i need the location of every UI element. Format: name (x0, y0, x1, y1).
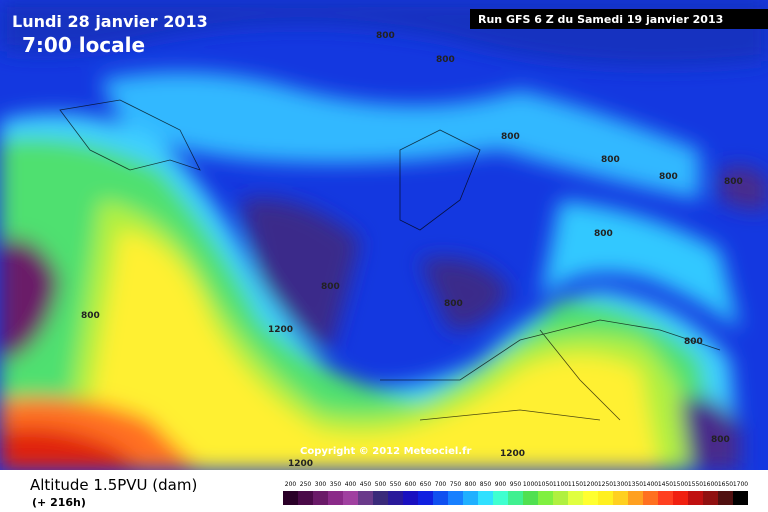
colorbar-swatch (388, 491, 403, 505)
colorbar-swatch (718, 491, 733, 505)
colorbar-label: 400 (345, 481, 357, 488)
contour-label: 800 (436, 55, 455, 65)
colorbar-swatch (433, 491, 448, 505)
colorbar-label: 1200 (583, 481, 598, 488)
contour-label: 1200 (500, 449, 525, 459)
run-info: Run GFS 6 Z du Samedi 19 janvier 2013 (478, 13, 723, 26)
colorbar-swatch (613, 491, 628, 505)
colorbar-label: 450 (360, 481, 372, 488)
run-box (470, 9, 768, 29)
colorbar-swatch (658, 491, 673, 505)
colorbar-label: 350 (330, 481, 342, 488)
contour-label: 800 (594, 229, 613, 239)
colorbar-label: 700 (435, 481, 447, 488)
footer-lead: (+ 216h) (32, 496, 86, 509)
colorbar-label: 1550 (688, 481, 703, 488)
colorbar-swatch (298, 491, 313, 505)
contour-label: 800 (711, 435, 730, 445)
contour-label: 800 (501, 132, 520, 142)
contour-label: 800 (601, 155, 620, 165)
colorbar-swatch (628, 491, 643, 505)
colorbar-label: 1350 (628, 481, 643, 488)
colorbar-swatch (568, 491, 583, 505)
date: Lundi 28 janvier 2013 (12, 12, 208, 31)
colorbar-label: 200 (285, 481, 297, 488)
colorbar-swatch (673, 491, 688, 505)
colorbar-swatch (523, 491, 538, 505)
colorbar-label: 1600 (703, 481, 718, 488)
colorbar-swatch (643, 491, 658, 505)
colorbar-swatch (733, 491, 748, 505)
colorbar-label: 800 (465, 481, 477, 488)
colorbar-swatch (583, 491, 598, 505)
colorbar-swatch (403, 491, 418, 505)
colorbar-label: 250 (300, 481, 312, 488)
colorbar-label: 1700 (733, 481, 748, 488)
contour-label: 800 (684, 337, 703, 347)
contour-label: 800 (321, 282, 340, 292)
contour-label: 800 (724, 177, 743, 187)
colorbar-label: 500 (375, 481, 387, 488)
contour-label: 1200 (268, 325, 293, 335)
colorbar-label: 1100 (553, 481, 568, 488)
colorbar-label: 900 (495, 481, 507, 488)
colorbar-swatch (493, 491, 508, 505)
contour-label: 800 (659, 172, 678, 182)
colorbar-label: 600 (405, 481, 417, 488)
colorbar-label: 1400 (643, 481, 658, 488)
colorbar-swatch (448, 491, 463, 505)
colorbar-label: 850 (480, 481, 492, 488)
contour-label: 800 (376, 31, 395, 41)
colorbar-label: 550 (390, 481, 402, 488)
copyright: Copyright © 2012 Meteociel.fr (300, 446, 471, 457)
colorbar-label: 1300 (613, 481, 628, 488)
colorbar-label: 950 (510, 481, 522, 488)
colorbar-swatch (538, 491, 553, 505)
colorbar-label: 1150 (568, 481, 583, 488)
colorbar-swatch (703, 491, 718, 505)
colorbar-label: 1000 (523, 481, 538, 488)
colorbar-swatch (358, 491, 373, 505)
colorbar-swatch (463, 491, 478, 505)
contour-labels: 800 800 800 800 800 800 800 800 800 800 … (81, 31, 743, 469)
colorbar-swatch (508, 491, 523, 505)
colorbar-swatch (343, 491, 358, 505)
colorbar-label: 650 (420, 481, 432, 488)
contour-label: 800 (444, 299, 463, 309)
map-field (0, 0, 768, 470)
colorbar-label: 300 (315, 481, 327, 488)
colorbar-swatch (553, 491, 568, 505)
footer-title: Altitude 1.5PVU (dam) (30, 476, 197, 494)
colorbar-label: 1650 (718, 481, 733, 488)
colorbar-label: 1500 (673, 481, 688, 488)
colorbar-label: 1450 (658, 481, 673, 488)
colorbar-swatch (418, 491, 433, 505)
colorbar-label: 1250 (598, 481, 613, 488)
colorbar-label: 750 (450, 481, 462, 488)
time: 7:00 locale (22, 33, 145, 57)
colorbar-swatch (598, 491, 613, 505)
colorbar-swatch (328, 491, 343, 505)
colorbar-swatch (688, 491, 703, 505)
colorbar-swatch (478, 491, 493, 505)
colorbar-label: 1050 (538, 481, 553, 488)
colorbar-swatch (373, 491, 388, 505)
colorbar: 200 250 300 350 400 450 500 550 600 650 700 750 800 8… (283, 481, 748, 505)
contour-label: 800 (81, 311, 100, 321)
contour-label: 1200 (288, 459, 313, 469)
colorbar-swatch (313, 491, 328, 505)
colorbar-swatch (283, 491, 298, 505)
